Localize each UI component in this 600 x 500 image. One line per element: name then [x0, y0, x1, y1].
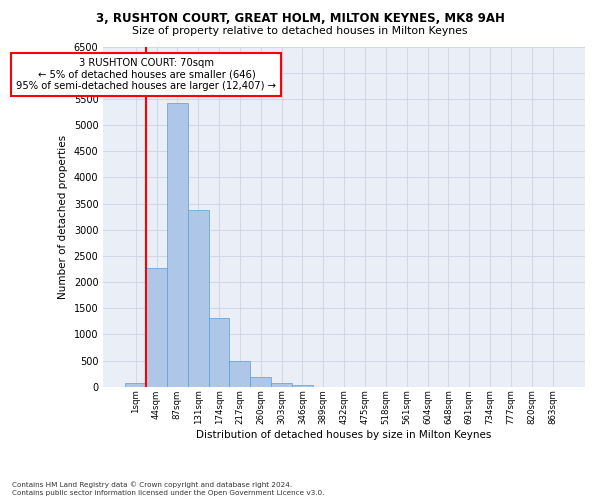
- Bar: [229, 361, 250, 387]
- Text: Size of property relative to detached houses in Milton Keynes: Size of property relative to detached ho…: [132, 26, 468, 36]
- Y-axis label: Number of detached properties: Number of detached properties: [58, 134, 68, 298]
- Text: 3 RUSHTON COURT: 70sqm
← 5% of detached houses are smaller (646)
95% of semi-det: 3 RUSHTON COURT: 70sqm ← 5% of detached …: [16, 58, 277, 91]
- Bar: [250, 376, 271, 387]
- Bar: [188, 210, 209, 387]
- Bar: [209, 318, 229, 387]
- Bar: [125, 383, 146, 387]
- Bar: [167, 102, 188, 387]
- Text: 3, RUSHTON COURT, GREAT HOLM, MILTON KEYNES, MK8 9AH: 3, RUSHTON COURT, GREAT HOLM, MILTON KEY…: [95, 12, 505, 26]
- Bar: [146, 268, 167, 387]
- Text: Contains public sector information licensed under the Open Government Licence v3: Contains public sector information licen…: [12, 490, 325, 496]
- Bar: [292, 384, 313, 387]
- X-axis label: Distribution of detached houses by size in Milton Keynes: Distribution of detached houses by size …: [196, 430, 492, 440]
- Bar: [271, 383, 292, 387]
- Text: Contains HM Land Registry data © Crown copyright and database right 2024.: Contains HM Land Registry data © Crown c…: [12, 481, 292, 488]
